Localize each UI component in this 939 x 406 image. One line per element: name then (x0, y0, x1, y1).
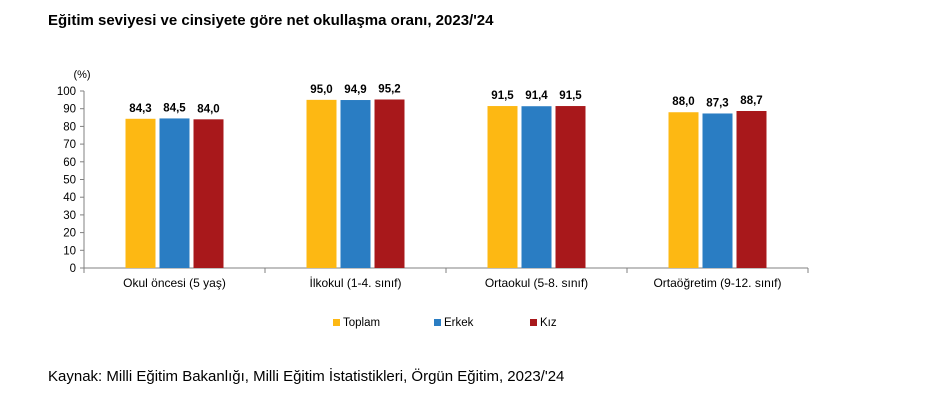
data-label: 95,2 (378, 83, 400, 95)
x-category-label: İlkokul (1-4. sınıf) (309, 276, 401, 290)
y-tick-label: 40 (63, 192, 76, 204)
bar-k-z (736, 111, 767, 268)
y-tick-label: 60 (63, 157, 76, 169)
bar-k-z (193, 119, 224, 268)
chart-title: Eğitim seviyesi ve cinsiyete göre net ok… (48, 12, 494, 29)
bar-toplam (487, 106, 518, 268)
y-tick-label: 20 (63, 228, 76, 240)
y-axis-unit-label: (%) (73, 69, 90, 81)
bar-erkek (521, 106, 552, 268)
y-tick-label: 100 (57, 86, 76, 98)
y-tick-label: 90 (63, 104, 76, 116)
y-tick-label: 10 (63, 245, 76, 257)
y-tick-label: 0 (70, 263, 76, 275)
legend-swatch (530, 319, 537, 326)
data-label: 94,9 (344, 84, 366, 96)
y-tick-label: 70 (63, 139, 76, 151)
data-label: 91,5 (491, 90, 514, 102)
data-label: 84,0 (197, 103, 219, 115)
legend-swatch (333, 319, 340, 326)
y-tick-label: 30 (63, 210, 76, 222)
bar-erkek (159, 118, 190, 268)
legend-label: Kız (540, 317, 557, 329)
bar-erkek (702, 113, 733, 268)
bar-k-z (555, 106, 586, 268)
bar-toplam (668, 112, 699, 269)
data-label: 87,3 (706, 97, 728, 109)
legend-label: Erkek (444, 317, 474, 329)
source-note: Kaynak: Milli Eğitim Bakanlığı, Milli Eğ… (48, 368, 565, 385)
data-label: 84,3 (129, 103, 151, 115)
data-label: 88,0 (672, 96, 694, 108)
data-label: 91,4 (525, 90, 548, 102)
data-label: 84,5 (163, 102, 186, 114)
bar-erkek (340, 100, 371, 268)
y-tick-label: 50 (63, 175, 76, 187)
legend-swatch (434, 319, 441, 326)
bar-k-z (374, 99, 405, 268)
bar-toplam (125, 118, 156, 268)
legend-label: Toplam (343, 317, 380, 329)
data-label: 95,0 (310, 84, 332, 96)
y-tick-label: 80 (63, 121, 76, 133)
x-category-label: Okul öncesi (5 yaş) (123, 276, 226, 290)
data-label: 88,7 (740, 95, 762, 107)
data-label: 91,5 (559, 90, 582, 102)
x-category-label: Ortaöğretim (9-12. sınıf) (653, 276, 781, 290)
x-category-label: Ortaokul (5-8. sınıf) (485, 276, 588, 290)
bar-toplam (306, 99, 337, 268)
